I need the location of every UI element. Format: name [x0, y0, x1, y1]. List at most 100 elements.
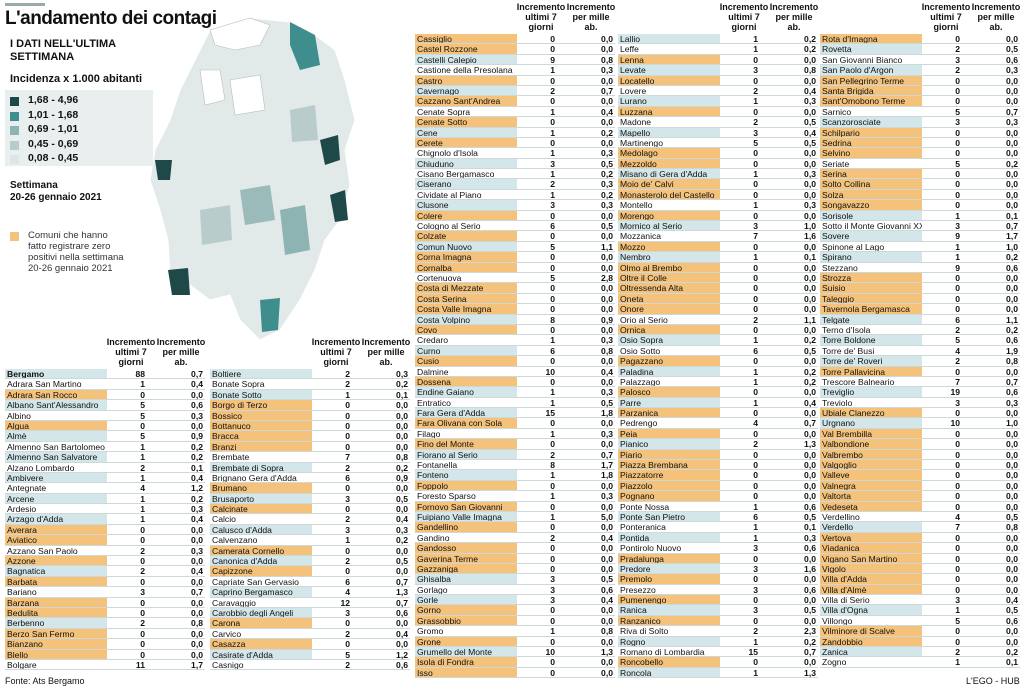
per-thousand: 0,0	[804, 262, 816, 273]
per-thousand: 0,4	[601, 532, 613, 543]
table-row: Dalmine 10 0,4	[415, 367, 615, 377]
weekly-increase: 1	[753, 96, 758, 107]
per-thousand: 0,7	[1006, 221, 1018, 232]
weekly-increase: 0	[753, 106, 758, 117]
municipality: Fornovo San Giovanni	[415, 501, 517, 511]
table-row: Spinone al Lago 1 1,0	[820, 242, 1020, 253]
municipality: Scanzorosciate	[820, 117, 922, 127]
municipality: Treviolo	[822, 397, 853, 408]
map	[149, 17, 356, 341]
table-row: Zanica 2 0,2	[820, 647, 1020, 658]
weekly-increase: 1	[753, 335, 758, 346]
weekly-increase: 1	[550, 491, 555, 502]
per-thousand: 0,2	[191, 441, 203, 452]
per-thousand: 0,6	[804, 543, 816, 554]
table-header: Incremento ultimi 7 giorni Incremento per…	[820, 2, 1020, 34]
table-row: Aviatico 0 0,0	[5, 535, 205, 546]
municipality: Aviatico	[5, 535, 107, 545]
table-row: Capriate San Gervasio 6 0,7	[210, 576, 410, 588]
per-thousand: 0,9	[191, 431, 203, 442]
municipality: Castelli Calepio	[415, 54, 517, 65]
weekly-increase: 7	[955, 376, 960, 387]
column-header: Incremento ultimi 7 giorni	[516, 2, 566, 32]
table-row: Almenno San Salvatore 1 0,2	[5, 452, 205, 463]
per-thousand: 0,0	[601, 439, 613, 450]
weekly-increase: 5	[955, 158, 960, 169]
municipality: Capriate San Gervasio	[212, 576, 299, 587]
per-thousand: 0,0	[1006, 439, 1018, 450]
title-bar	[5, 3, 45, 6]
weekly-increase: 3	[550, 584, 555, 595]
per-thousand: 0,0	[1006, 137, 1018, 148]
per-thousand: 1,8	[601, 470, 613, 481]
per-thousand: 0,5	[1006, 511, 1018, 522]
municipality: Zogno	[822, 657, 847, 667]
municipality: Sarnico	[822, 106, 852, 117]
table-row: Sant'Omobono Terme 0 0,0	[820, 96, 1020, 107]
municipality: Casnigo	[212, 659, 244, 670]
weekly-increase: 1	[753, 252, 758, 263]
table-row: Olmo al Brembo 0 0,0	[618, 262, 818, 273]
weekly-increase: 6	[550, 221, 555, 232]
weekly-increase: 0	[753, 480, 758, 491]
per-thousand: 0,3	[601, 335, 613, 346]
weekly-increase: 0	[550, 439, 555, 450]
table-row: Mapello 3 0,4	[618, 127, 818, 138]
table-row: Filago 1 0,3	[415, 429, 615, 440]
per-thousand: 0,3	[396, 369, 408, 379]
per-thousand: 0,4	[396, 514, 408, 525]
weekly-increase: 5	[140, 400, 145, 411]
municipality: Costa Serina	[415, 293, 517, 304]
per-thousand: 0,5	[804, 511, 816, 522]
municipality: Foppolo	[415, 480, 517, 491]
per-thousand: 0,0	[1006, 169, 1018, 180]
table-row: Cavernago 2 0,7	[415, 85, 615, 97]
weekly-increase: 0	[955, 137, 960, 148]
municipality: Albino	[7, 410, 31, 420]
weekly-increase: 1	[753, 397, 758, 408]
per-thousand: 0,0	[601, 480, 613, 491]
weekly-increase: 0	[345, 639, 350, 650]
per-thousand: 0,7	[804, 418, 816, 429]
table-row: Lovere 2 0,4	[618, 86, 818, 97]
per-thousand: 0,0	[601, 44, 613, 55]
weekly-increase: 3	[140, 587, 145, 598]
per-thousand: 0,0	[191, 389, 203, 400]
per-thousand: 1,8	[601, 408, 613, 419]
weekly-increase: 5	[550, 272, 555, 283]
table-row: Strozza 0 0,0	[820, 272, 1020, 284]
table-row: Cenate Sopra 1 0,4	[415, 107, 615, 118]
table-row: Viadanica 0 0,0	[820, 543, 1020, 554]
table-row: Selvino 0 0,0	[820, 148, 1020, 159]
per-thousand: 0,5	[804, 117, 816, 128]
weekly-increase: 5	[140, 410, 145, 421]
municipality: Osio Sopra	[618, 335, 720, 345]
table-row: Vigolo 0 0,0	[820, 563, 1020, 575]
per-thousand: 0,0	[1006, 272, 1018, 283]
municipality: Corna Imagna	[415, 252, 517, 262]
municipality: Gandino	[417, 532, 450, 543]
per-thousand: 0,0	[601, 376, 613, 387]
municipality: San Paolo d'Argon	[820, 65, 922, 75]
table-row: Carona 0 0,0	[210, 618, 410, 629]
municipality: Paladina	[618, 366, 720, 376]
weekly-increase: 0	[753, 210, 758, 221]
per-thousand: 0,0	[396, 566, 408, 577]
municipality: Mezzoldo	[618, 158, 720, 169]
per-thousand: 0,0	[601, 262, 613, 273]
per-thousand: 0,3	[191, 504, 203, 515]
weekly-increase: 0	[345, 410, 350, 421]
table-row: Fuipiano Valle Imagna 1 5,0	[415, 511, 615, 523]
weekly-increase: 2	[140, 545, 145, 556]
table-row: Valbondione 0 0,0	[820, 439, 1020, 450]
per-thousand: 0,8	[396, 452, 408, 463]
legend-swatch	[10, 97, 19, 106]
weekly-increase: 1	[550, 470, 555, 481]
table-row: Casnigo 2 0,6	[210, 659, 410, 671]
municipality: Rovetta	[820, 44, 922, 54]
legend-label: 0,69 - 1,01	[28, 123, 79, 135]
weekly-increase: 6	[753, 511, 758, 522]
table-row: Branzi 0 0,0	[210, 441, 410, 453]
per-thousand: 0,6	[396, 607, 408, 618]
table-row: Luzzana 0 0,0	[618, 106, 818, 118]
